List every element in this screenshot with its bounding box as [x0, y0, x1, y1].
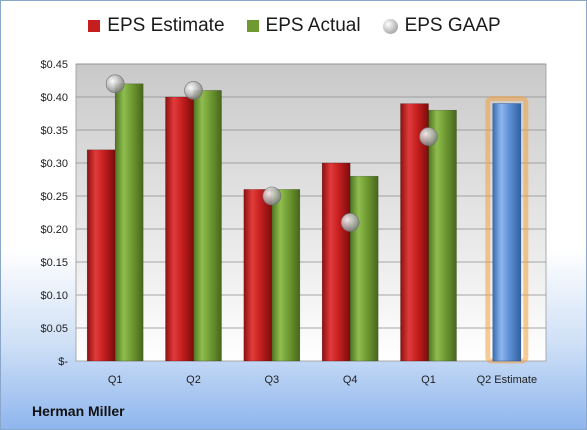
x-tick-label: Q2 — [186, 374, 201, 386]
legend-label-eps-gaap: EPS GAAP — [404, 15, 501, 36]
x-tick-label: Q1 — [421, 374, 436, 386]
y-tick-label: $0.20 — [40, 224, 68, 236]
bar-eps-actual — [193, 90, 222, 362]
bar-eps-actual — [349, 175, 379, 362]
y-tick-label: $0.45 — [40, 59, 68, 71]
bar-eps-actual — [114, 83, 144, 362]
gaap-marker — [105, 74, 125, 94]
y-tick-label: $0.10 — [40, 290, 68, 302]
bar-eps-actual — [271, 189, 301, 362]
chart-legend: EPS Estimate EPS Actual EPS GAAP — [1, 15, 586, 37]
legend-swatch-eps-estimate — [88, 20, 101, 32]
gaap-marker — [340, 213, 360, 232]
gaap-marker — [262, 186, 282, 206]
bars — [86, 83, 529, 364]
gaap-marker — [184, 81, 203, 100]
y-tick-label: $0.35 — [40, 125, 68, 137]
bar-eps-estimate — [321, 162, 351, 362]
y-tick-label: $0.30 — [40, 158, 68, 170]
gaap-marker — [419, 127, 438, 146]
plot-area — [75, 63, 547, 362]
x-tick-label: Q1 — [108, 374, 123, 386]
legend-marker-eps-gaap — [382, 18, 398, 34]
bar-eps-estimate — [400, 103, 429, 362]
legend-item-eps-gaap: EPS GAAP — [382, 15, 501, 37]
legend-swatch-eps-actual — [246, 20, 259, 32]
x-axis-labels: Q1 Q2 Q3 Q4 Q1 Q2 Estimate — [108, 374, 537, 386]
x-tick-label: Q4 — [343, 374, 358, 386]
legend-label-eps-estimate: EPS Estimate — [107, 15, 225, 36]
bar-eps-actual — [428, 109, 457, 362]
company-name: Herman Miller — [32, 403, 125, 419]
grid-lines — [76, 63, 546, 329]
bar-eps-forecast — [492, 103, 522, 362]
legend-label-eps-actual: EPS Actual — [265, 15, 361, 36]
legend-item-eps-actual: EPS Actual — [246, 15, 361, 37]
bar-eps-estimate — [165, 96, 194, 362]
y-tick-label: $0.25 — [40, 191, 68, 203]
x-tick-label: Q2 Estimate — [477, 374, 538, 386]
y-tick-label: $- — [58, 356, 68, 368]
bar-eps-estimate — [86, 149, 116, 362]
y-tick-label: $0.40 — [40, 92, 68, 104]
y-tick-label: $0.15 — [40, 257, 68, 269]
bar-eps-estimate — [243, 189, 273, 362]
y-tick-label: $0.05 — [40, 323, 68, 335]
y-axis-ticks: $0.45 $0.40 $0.35 $0.30 $0.25 $0.20 $0.15 $0.10… — [40, 59, 68, 368]
legend-item-eps-estimate: EPS Estimate — [88, 15, 225, 37]
x-tick-label: Q3 — [264, 374, 279, 386]
gaap-markers — [105, 74, 438, 232]
